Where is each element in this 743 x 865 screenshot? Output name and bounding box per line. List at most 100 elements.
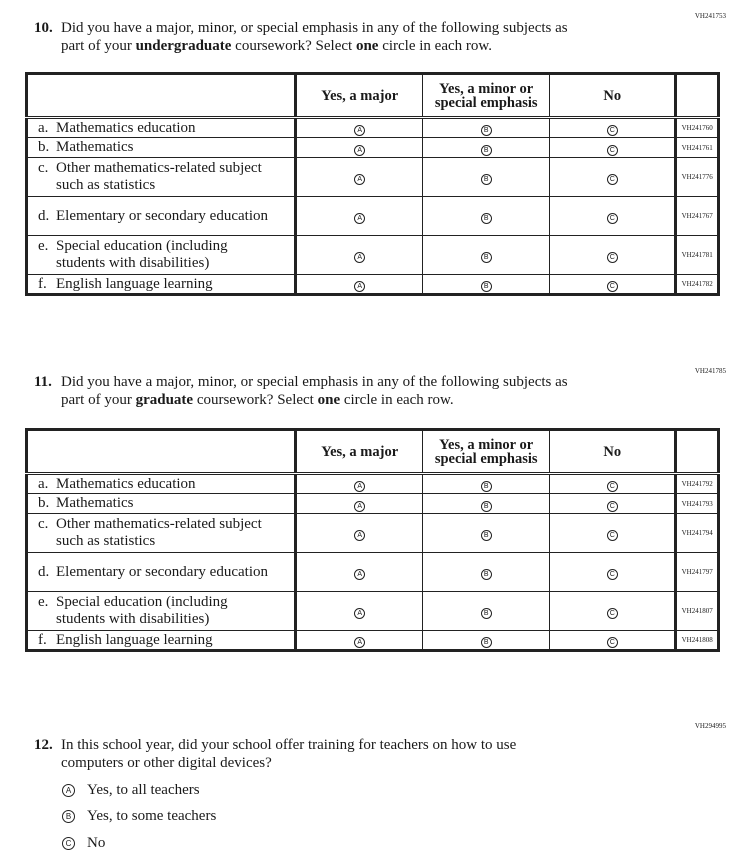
bubble-c-icon[interactable]: C: [606, 608, 618, 619]
table-row: a. Mathematics education A B C VH241792: [25, 473, 719, 494]
row-label: f. English language learning: [25, 630, 298, 651]
row-letter: d.: [38, 563, 50, 580]
bubble-b-icon[interactable]: B: [480, 637, 492, 648]
bubble-b-icon[interactable]: B: [480, 281, 492, 292]
question-text: Did you have a major, minor, or special …: [61, 374, 568, 390]
bubble-b-icon[interactable]: B: [480, 569, 492, 580]
response-cell: A: [295, 117, 424, 138]
bubble-b-icon[interactable]: B: [480, 608, 492, 619]
row-code: VH241767: [674, 196, 719, 236]
row-letter: b.: [38, 495, 50, 511]
response-cell: A: [295, 630, 424, 651]
row-label: a. Mathematics education: [25, 117, 298, 138]
row-letter: d.: [38, 207, 50, 224]
bubble-b-icon[interactable]: B: [62, 810, 75, 823]
question-text: coursework? Select: [231, 38, 356, 54]
column-header: Yes, a minor or special emphasis: [422, 429, 551, 475]
bubble-a-icon[interactable]: A: [354, 174, 366, 185]
response-cell: B: [422, 493, 551, 514]
bubble-a-icon[interactable]: A: [354, 530, 366, 541]
row-label: c. Other mathematics-related subject such…: [25, 513, 298, 553]
bubble-c-icon[interactable]: C: [606, 252, 618, 263]
bubble-a-icon[interactable]: A: [354, 252, 366, 263]
option-no[interactable]: C No: [62, 835, 105, 852]
bubble-c-icon[interactable]: C: [606, 500, 618, 512]
row-letter: c.: [38, 160, 49, 176]
bubble-a-icon[interactable]: A: [354, 125, 366, 136]
option-some-teachers[interactable]: B Yes, to some teachers: [62, 808, 216, 825]
response-cell: C: [549, 473, 677, 494]
question-text: Did you have a major, minor, or special …: [61, 20, 568, 36]
row-code: VH241792: [674, 473, 719, 494]
bubble-b-icon[interactable]: B: [480, 144, 492, 156]
item-code: VH241753: [694, 12, 726, 20]
bubble-b-icon[interactable]: B: [480, 530, 492, 541]
bubble-a-icon[interactable]: A: [354, 569, 366, 580]
bubble-b-icon[interactable]: B: [480, 213, 492, 224]
row-label: b. Mathematics: [25, 137, 298, 158]
row-letter: f.: [38, 631, 47, 648]
bubble-c-icon[interactable]: C: [606, 530, 618, 541]
row-text: Special education (including students wi…: [56, 238, 228, 271]
response-cell: B: [422, 473, 551, 494]
table-row: e. Special education (including students …: [25, 235, 719, 275]
option-all-teachers[interactable]: A Yes, to all teachers: [62, 782, 200, 799]
column-header: Yes, a major: [295, 73, 424, 119]
bubble-b-icon[interactable]: B: [480, 125, 492, 136]
bubble-c-icon[interactable]: C: [606, 637, 618, 648]
row-label: d. Elementary or secondary education: [25, 552, 298, 592]
table-row: f. English language learning A B C VH241808: [25, 630, 719, 651]
bubble-a-icon[interactable]: A: [354, 637, 366, 648]
bubble-b-icon[interactable]: B: [480, 500, 492, 512]
question-text: In this school year, did your school off…: [61, 737, 517, 753]
response-cell: C: [549, 493, 677, 514]
bubble-c-icon[interactable]: C: [606, 174, 618, 185]
bubble-b-icon[interactable]: B: [480, 481, 492, 492]
option-label: No: [87, 835, 106, 851]
bubble-a-icon[interactable]: A: [354, 481, 366, 492]
row-letter: f.: [38, 275, 47, 292]
response-cell: C: [549, 196, 677, 236]
bubble-b-icon[interactable]: B: [480, 252, 492, 263]
response-cell: A: [295, 157, 424, 197]
item-code: VH294995: [694, 722, 726, 730]
q11-table: Yes, a major Yes, a minor or special emph…: [25, 428, 720, 652]
response-cell: A: [295, 235, 424, 275]
bubble-a-icon[interactable]: A: [354, 281, 366, 292]
column-header: Yes, a major: [295, 429, 424, 475]
question-10: 10. Did you have a major, minor, or speci…: [34, 19, 568, 55]
bubble-c-icon[interactable]: C: [606, 481, 618, 492]
response-cell: B: [422, 274, 551, 295]
bubble-a-icon[interactable]: A: [354, 144, 366, 156]
table-row: a. Mathematics education A B C VH241760: [25, 117, 719, 138]
response-cell: C: [549, 591, 677, 631]
bubble-c-icon[interactable]: C: [606, 213, 618, 224]
response-cell: C: [549, 235, 677, 275]
bubble-a-icon[interactable]: A: [62, 784, 75, 797]
row-text: Mathematics: [56, 139, 134, 155]
q10-table: Yes, a major Yes, a minor or special emph…: [25, 72, 720, 296]
bubble-b-icon[interactable]: B: [480, 174, 492, 185]
row-code: VH241807: [674, 591, 719, 631]
row-letter: e.: [38, 594, 49, 610]
bubble-a-icon[interactable]: A: [354, 608, 366, 619]
header-row: Yes, a major Yes, a minor or special emph…: [25, 73, 719, 119]
table-row: b. Mathematics A B C VH241793: [25, 493, 719, 514]
bubble-a-icon[interactable]: A: [354, 213, 366, 224]
row-text: English language learning: [56, 275, 213, 292]
row-label: a. Mathematics education: [25, 473, 298, 494]
emphasis: one: [317, 392, 341, 408]
bubble-a-icon[interactable]: A: [354, 500, 366, 512]
response-cell: C: [549, 157, 677, 197]
bubble-c-icon[interactable]: C: [606, 144, 618, 156]
bubble-c-icon[interactable]: C: [606, 281, 618, 292]
header-blank: [25, 73, 298, 119]
header-blank: [25, 429, 298, 475]
bubble-c-icon[interactable]: C: [62, 837, 75, 850]
row-code: VH241760: [674, 117, 719, 138]
bubble-c-icon[interactable]: C: [606, 125, 618, 136]
response-cell: B: [422, 552, 551, 592]
row-code: VH241782: [674, 274, 719, 295]
response-cell: A: [295, 552, 424, 592]
bubble-c-icon[interactable]: C: [606, 569, 618, 580]
